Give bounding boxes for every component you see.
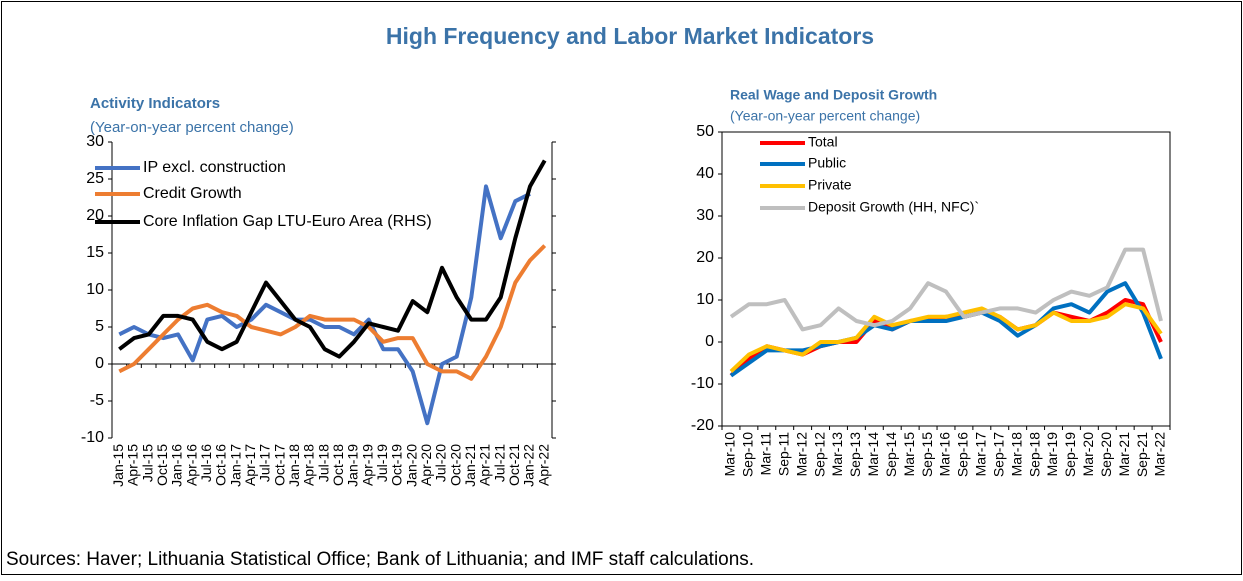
chart-subtitle: (Year-on-year percent change)	[730, 108, 920, 124]
y-tick-label: 25	[86, 170, 104, 187]
x-tick-label: Apr-17	[242, 444, 258, 486]
y-tick-label: 15	[86, 244, 104, 261]
x-tick-label: Apr-20	[418, 444, 434, 486]
x-tick-label: Mar-12	[793, 432, 809, 477]
x-tick-label: Apr-16	[183, 444, 199, 486]
y-tick-label: 10	[696, 291, 714, 308]
x-tick-label: Jan-21	[462, 444, 478, 487]
x-tick-label: Jul-19	[374, 444, 390, 482]
y-tick-label: -20	[691, 417, 714, 434]
series-line	[729, 247, 1163, 332]
x-tick-label: Jan-17	[227, 444, 243, 487]
x-tick-label: Jan-22	[521, 444, 537, 487]
x-tick-label: Jul-17	[257, 444, 273, 482]
x-tick-label: Jan-16	[169, 444, 185, 487]
x-tick-label: Sep-15	[919, 432, 935, 477]
x-tick-label: Sep-14	[883, 432, 899, 477]
legend-label: Deposit Growth (HH, NFC)`	[808, 199, 979, 215]
x-tick-label: Oct-16	[213, 444, 229, 486]
series-line	[729, 302, 1163, 373]
y-tick-label: 0	[705, 333, 714, 350]
x-tick-label: Jan-20	[403, 444, 419, 487]
chart-title: Real Wage and Deposit Growth	[730, 87, 937, 103]
chart-subtitle: (Year-on-year percent change)	[90, 119, 294, 136]
y-tick-label: 20	[86, 207, 104, 224]
x-tick-label: Mar-22	[1152, 432, 1168, 477]
x-tick-label: Sep-10	[740, 432, 756, 477]
x-tick-label: Sep-16	[955, 432, 971, 477]
legend-label: Credit Growth	[143, 185, 242, 202]
x-tick-label: Mar-19	[1044, 432, 1060, 477]
legend-label: Private	[808, 177, 852, 193]
figure-title: High Frequency and Labor Market Indicato…	[386, 23, 874, 49]
x-tick-label: Mar-18	[1008, 432, 1024, 477]
x-tick-label: Sep-18	[1026, 432, 1042, 477]
x-tick-label: Sep-17	[990, 432, 1006, 477]
x-tick-label: Sep-20	[1098, 432, 1114, 477]
x-tick-label: Mar-20	[1080, 432, 1096, 477]
chart-title: Activity Indicators	[90, 95, 220, 112]
x-tick-label: Sep-19	[1062, 432, 1078, 477]
x-tick-label: Oct-19	[389, 444, 405, 486]
y-tick-label: 0	[95, 355, 104, 372]
legend-label: Public	[808, 155, 846, 171]
legend-label: Core Inflation Gap LTU-Euro Area (RHS)	[143, 213, 432, 230]
x-tick-label: Apr-18	[301, 444, 317, 486]
x-tick-label: Sep-21	[1134, 432, 1150, 477]
y-tick-label: 20	[696, 249, 714, 266]
x-tick-label: Mar-16	[937, 432, 953, 477]
x-tick-label: Oct-18	[330, 444, 346, 486]
series-line	[729, 281, 1163, 378]
y-tick-label: 10	[86, 281, 104, 298]
x-tick-label: Sep-11	[775, 432, 791, 476]
x-tick-label: Apr-19	[359, 444, 375, 486]
x-tick-label: Mar-10	[722, 432, 738, 477]
y-tick-label: 40	[696, 165, 714, 182]
y-tick-label: 50	[696, 123, 714, 140]
y-tick-label: 5	[95, 318, 104, 335]
x-tick-label: Jan-19	[345, 444, 361, 487]
x-tick-label: Apr-22	[535, 444, 551, 486]
y-tick-label: -10	[81, 429, 104, 446]
y-tick-label: 30	[86, 133, 104, 150]
x-tick-label: Jul-21	[491, 444, 507, 482]
series-line	[118, 159, 547, 359]
x-tick-label: Sep-12	[811, 432, 827, 477]
x-tick-label: Mar-13	[829, 432, 845, 477]
x-tick-label: Oct-17	[271, 444, 287, 486]
x-tick-label: Mar-17	[973, 432, 989, 477]
legend-label: IP excl. construction	[143, 159, 286, 176]
x-tick-label: Jan-15	[110, 444, 126, 487]
x-tick-label: Jul-15	[139, 444, 155, 482]
x-tick-label: Mar-21	[1116, 432, 1132, 477]
series-line	[118, 244, 547, 381]
x-tick-label: Oct-15	[154, 444, 170, 486]
x-tick-label: Apr-15	[125, 444, 141, 486]
y-tick-label: -10	[691, 375, 714, 392]
x-tick-label: Oct-20	[447, 444, 463, 486]
x-tick-label: Jul-20	[433, 444, 449, 482]
legend-label: Total	[808, 134, 838, 150]
x-tick-label: Oct-21	[506, 444, 522, 486]
y-tick-label: 30	[696, 207, 714, 224]
x-tick-label: Mar-11	[758, 432, 774, 476]
x-tick-label: Jul-16	[198, 444, 214, 482]
x-tick-label: Mar-15	[901, 432, 917, 477]
x-tick-label: Apr-21	[477, 444, 493, 486]
x-tick-label: Mar-14	[865, 432, 881, 477]
series-line	[118, 184, 531, 426]
x-tick-label: Sep-13	[847, 432, 863, 477]
y-tick-label: -5	[90, 392, 104, 409]
source-note: Sources: Haver; Lithuania Statistical Of…	[6, 549, 754, 570]
x-tick-label: Jul-18	[315, 444, 331, 482]
x-tick-label: Jan-18	[286, 444, 302, 487]
